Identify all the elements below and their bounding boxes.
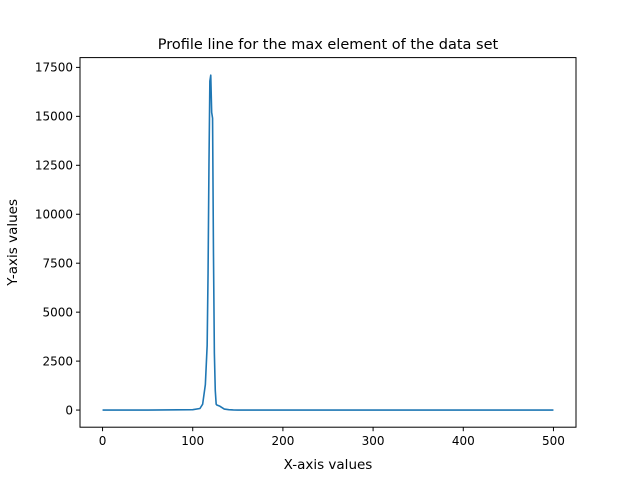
y-tick-label: 15000 — [35, 110, 73, 124]
y-tick-label: 10000 — [35, 207, 73, 221]
y-axis-label: Y-axis values — [5, 199, 21, 287]
x-tick-label: 200 — [271, 434, 294, 448]
x-axis-label: X-axis values — [284, 457, 373, 473]
chart-title: Profile line for the max element of the … — [158, 37, 499, 53]
x-tick-label: 500 — [542, 434, 565, 448]
y-tick-label: 17500 — [35, 61, 73, 75]
series-line — [102, 74, 554, 411]
x-tick-label: 100 — [181, 434, 204, 448]
y-tick-label: 2500 — [42, 354, 73, 368]
y-tick-label: 5000 — [42, 305, 73, 319]
x-axis: 0 100 200 300 400 500 — [99, 427, 565, 448]
x-tick-label: 400 — [452, 434, 475, 448]
x-tick-label: 0 — [99, 434, 107, 448]
y-tick-label: 0 — [65, 403, 73, 417]
x-tick-label: 300 — [362, 434, 385, 448]
plot-area — [79, 57, 577, 428]
y-tick-label: 12500 — [35, 158, 73, 172]
y-tick-label: 7500 — [42, 256, 73, 270]
y-axis: 0 2500 5000 7500 10000 12500 15000 17500 — [35, 61, 80, 417]
